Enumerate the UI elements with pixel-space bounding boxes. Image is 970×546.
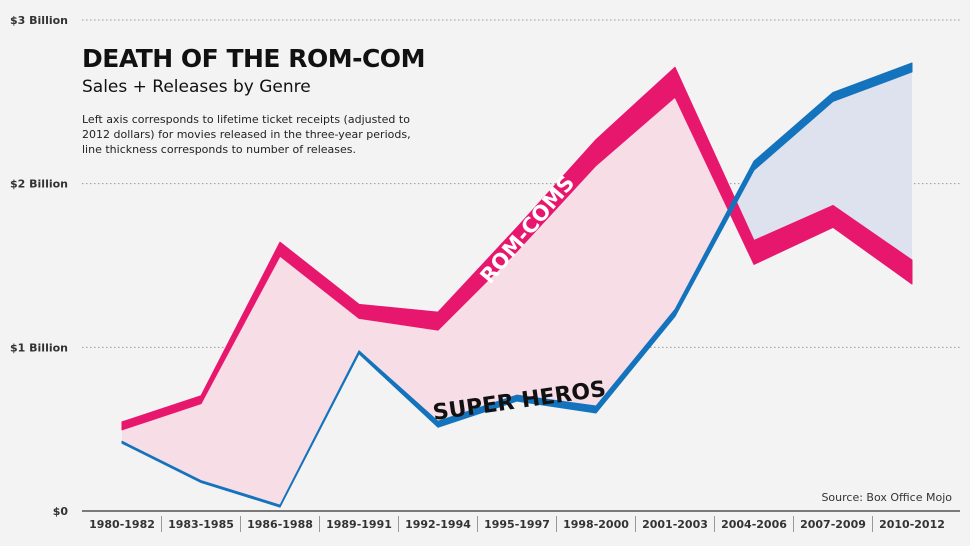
x-tick-label: 1983-1985 bbox=[168, 518, 234, 531]
x-tick-label: 2010-2012 bbox=[879, 518, 945, 531]
x-tick-label: 1995-1997 bbox=[484, 518, 550, 531]
title-block: DEATH OF THE ROM-COM Sales + Releases by… bbox=[82, 44, 442, 157]
series-lines bbox=[121, 62, 913, 508]
y-tick-label: $3 Billion bbox=[10, 14, 68, 27]
chart-description: Left axis corresponds to lifetime ticket… bbox=[82, 113, 411, 156]
x-tick-label: 2004-2006 bbox=[721, 518, 787, 531]
y-axis-ticks: $0 $1 Billion $2 Billion $3 Billion bbox=[10, 14, 68, 518]
y-tick-label: $2 Billion bbox=[10, 178, 68, 191]
source-note: Source: Box Office Mojo bbox=[821, 491, 952, 504]
x-tick-label: 2001-2003 bbox=[642, 518, 708, 531]
x-tick-label: 1992-1994 bbox=[405, 518, 471, 531]
y-tick-label: $0 bbox=[53, 505, 69, 518]
grid-lines bbox=[82, 19, 960, 512]
superhero-area bbox=[732, 67, 912, 273]
x-tick-label: 1980-1982 bbox=[89, 518, 155, 531]
x-axis-ticks: 1980-1982 1983-1985 1986-1988 1989-1991 1992… bbox=[89, 516, 945, 532]
y-tick-label: $1 Billion bbox=[10, 341, 68, 354]
superhero-line bbox=[121, 62, 913, 508]
x-tick-label: 1986-1988 bbox=[247, 518, 313, 531]
x-tick-label: 2007-2009 bbox=[800, 518, 866, 531]
x-tick-label: 1998-2000 bbox=[563, 518, 629, 531]
romcom-line bbox=[121, 66, 913, 431]
x-tick-label: 1989-1991 bbox=[326, 518, 392, 531]
chart-title: DEATH OF THE ROM-COM bbox=[82, 44, 425, 73]
romcom-area bbox=[122, 82, 733, 507]
series-fills bbox=[122, 67, 912, 507]
chart-subtitle: Sales + Releases by Genre bbox=[82, 77, 311, 97]
